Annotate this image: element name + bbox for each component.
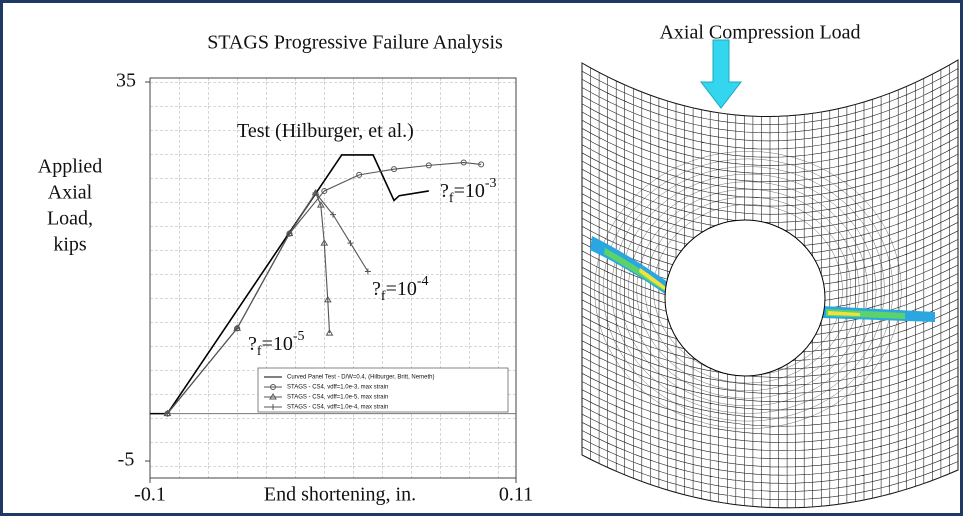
annotation-sub: f (449, 191, 454, 206)
point (478, 161, 485, 168)
legend-label: STAGS - CS4, vdff=1.0e-3, max strain (287, 385, 388, 391)
point (391, 166, 397, 173)
point (164, 410, 171, 417)
mesh-ring (636, 189, 860, 391)
point (364, 268, 371, 275)
y-tick-label: 35 (116, 70, 136, 92)
y-axis-label: Applied Axial Load, kips (38, 156, 102, 256)
point (323, 295, 332, 303)
mesh-ring (594, 151, 902, 429)
point (270, 384, 276, 390)
annotation: Test (Hilburger, et al.) (237, 120, 414, 142)
chart-title: STAGS Progressive Failure Analysis (207, 32, 503, 54)
ticks: 35 -5 -0.1 0.11 (116, 70, 533, 506)
annotation-text: ? (248, 333, 257, 355)
damage-band (828, 311, 860, 316)
damage-band (639, 268, 668, 291)
legend-label: STAGS - CS4, vdff=1.0e-5, max strain (287, 395, 388, 401)
point (316, 201, 325, 208)
point (234, 325, 241, 332)
point (356, 171, 363, 178)
mesh-ring (619, 173, 877, 407)
annotation: ?f=10-5 (248, 329, 305, 359)
annotation-text: Test (Hilburger, et al.) (237, 120, 414, 142)
point (286, 230, 293, 237)
annotation-text: ? (440, 180, 449, 202)
x-tick-label: 0.11 (499, 484, 533, 506)
point (325, 329, 334, 336)
point (460, 159, 467, 166)
y-axis-label-line: kips (53, 234, 87, 256)
annotation-after: =10 (454, 180, 485, 202)
mesh-ring (628, 181, 868, 399)
annotations: Test (Hilburger, et al.)?f=10-3?f=10-4?f… (237, 120, 497, 360)
y-axis-label-line: Axial (48, 182, 93, 204)
annotation-text: ? (372, 278, 381, 300)
point (312, 189, 319, 196)
mesh-image (581, 59, 959, 509)
annotation-sub: f (257, 344, 262, 359)
annotation-sup: -5 (293, 329, 305, 344)
point (269, 393, 277, 400)
annotation-after: =10 (262, 333, 293, 355)
point (425, 162, 432, 169)
annotation-sup: -3 (485, 176, 497, 191)
x-axis-label: End shortening, in. (264, 484, 416, 506)
point (330, 211, 336, 218)
annotation: ?f=10-3 (440, 176, 497, 206)
legend-label: Curved Panel Test - D/W=0.4, (Hilburger,… (287, 375, 434, 381)
point (270, 404, 276, 410)
hole (664, 219, 826, 377)
damage-band (826, 309, 905, 319)
annotation: ?f=10-4 (372, 274, 429, 304)
annotation-sup: -4 (417, 274, 429, 289)
legend: Curved Panel Test - D/W=0.4, (Hilburger,… (257, 367, 509, 413)
point (347, 240, 354, 247)
y-axis-label-line: Applied (38, 156, 102, 178)
legend-label: STAGS - CS4, vdff=1.0e-4, max strain (287, 405, 388, 411)
plot (150, 154, 516, 417)
legend-box (257, 367, 509, 413)
mesh-ring (602, 158, 894, 422)
y-tick-label: -5 (118, 449, 135, 471)
y-axis-label-line: Load, (47, 208, 93, 230)
mesh-ring (611, 166, 885, 414)
annotation-after: =10 (386, 278, 417, 300)
point (321, 187, 328, 194)
image-title: Axial Compression Load (659, 22, 860, 44)
point (320, 239, 329, 246)
load-arrow (699, 39, 743, 109)
x-tick-label: -0.1 (134, 484, 166, 506)
mesh-ring (644, 196, 852, 384)
annotation-sub: f (381, 289, 386, 304)
